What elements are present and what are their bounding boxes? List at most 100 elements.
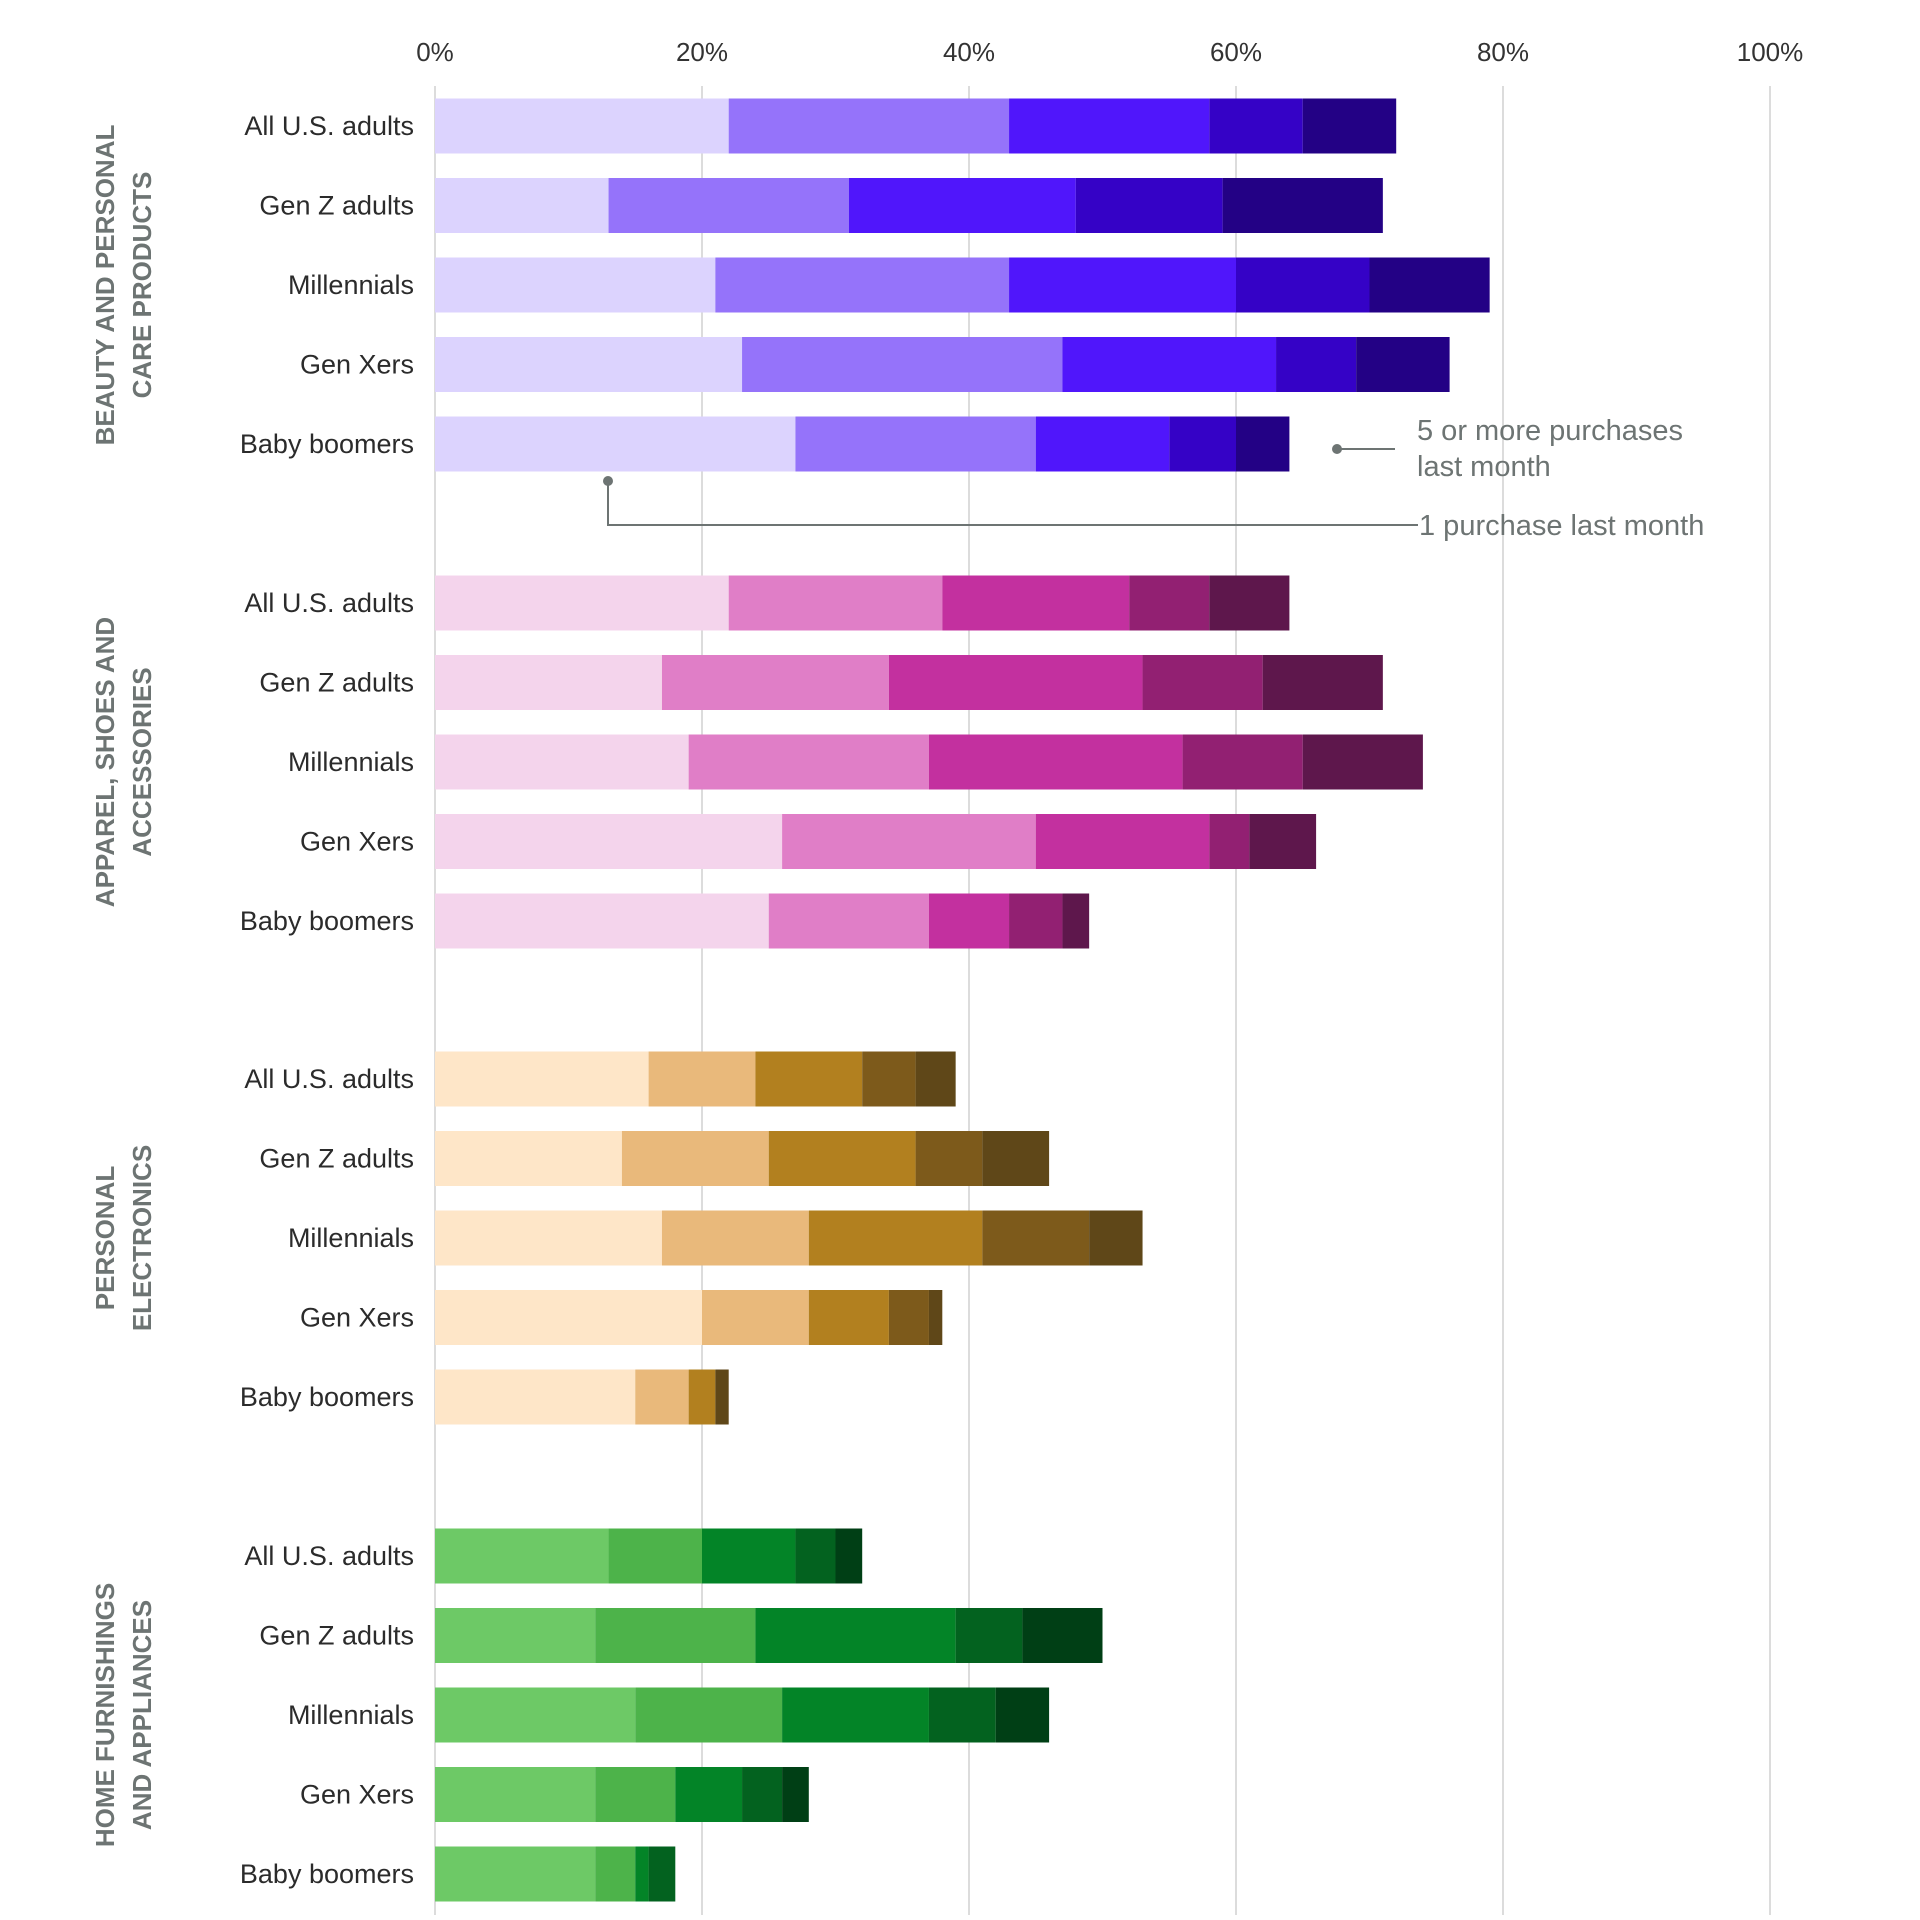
bar-row xyxy=(435,337,1450,392)
bar-segment xyxy=(661,1210,809,1266)
bar-segment xyxy=(435,178,609,233)
bar-segment xyxy=(782,814,1036,869)
bar-segment xyxy=(1209,814,1250,869)
bar-segment xyxy=(1222,178,1383,233)
group-label-line: BEAUTY AND PERSONAL xyxy=(90,125,120,446)
bar-segment xyxy=(435,1687,636,1743)
bar-segment xyxy=(1089,1210,1143,1266)
bar-segment xyxy=(835,1528,863,1584)
bar-segment xyxy=(702,1290,809,1345)
bar-row xyxy=(435,1767,809,1822)
group-label-line: PERSONAL xyxy=(90,1166,120,1311)
group-label-line: ACCESSORIES xyxy=(127,667,157,856)
bar-row xyxy=(435,1608,1103,1663)
bar-segment xyxy=(955,1608,1023,1663)
bar-row xyxy=(435,178,1383,233)
bar-row xyxy=(435,1290,943,1345)
x-tick-label: 20% xyxy=(676,37,728,67)
bar-segment xyxy=(435,1369,636,1425)
bar-segment xyxy=(435,1051,649,1107)
bar-segment xyxy=(1302,98,1397,154)
group-label: BEAUTY AND PERSONAL CARE PRODUCTS xyxy=(90,125,157,446)
bar-segment xyxy=(755,1608,956,1663)
row-labels: All U.S. adults Gen Z adults Millennials Ge… xyxy=(240,111,414,1889)
row-label: All U.S. adults xyxy=(244,111,414,141)
bar-segment xyxy=(595,1767,676,1822)
row-label: Gen Xers xyxy=(300,827,414,857)
bar-segment xyxy=(648,1846,676,1902)
row-label: Gen Z adults xyxy=(259,191,414,221)
bar-segment xyxy=(782,1767,809,1822)
bar-row xyxy=(435,1369,729,1425)
bar-segment xyxy=(995,1687,1050,1743)
bar-segment xyxy=(862,1051,916,1107)
bar-segment xyxy=(635,1369,689,1425)
x-tick-label: 80% xyxy=(1477,37,1529,67)
bar-segment xyxy=(848,178,1076,233)
bar-segment xyxy=(768,893,929,949)
bar-segment xyxy=(728,575,943,631)
group-labels: BEAUTY AND PERSONAL CARE PRODUCTS APPAREL,… xyxy=(90,125,157,1848)
bar-segment xyxy=(742,337,1063,392)
row-label: Gen Z adults xyxy=(259,1621,414,1651)
row-label: Millennials xyxy=(288,747,414,777)
bar-segment xyxy=(435,1608,596,1663)
bar-segment xyxy=(1022,1608,1103,1663)
bar-row xyxy=(435,98,1397,154)
bar-segment xyxy=(435,1528,609,1584)
row-label: Millennials xyxy=(288,270,414,300)
row-label: Baby boomers xyxy=(240,1859,414,1889)
group-label-line: ELECTRONICS xyxy=(127,1145,157,1331)
bar-segment xyxy=(435,1290,702,1345)
x-axis-ticks: 0% 20% 40% 60% 80% 100% xyxy=(416,37,1803,67)
bar-row xyxy=(435,1528,863,1584)
row-label: Millennials xyxy=(288,1700,414,1730)
bar-segment xyxy=(688,734,929,790)
bar-segment xyxy=(1009,98,1210,154)
bar-segment xyxy=(435,1846,596,1902)
bar-segment xyxy=(928,1290,943,1345)
bar-segment xyxy=(715,1369,729,1425)
bar-segment xyxy=(1035,416,1170,472)
bar-segment xyxy=(1276,337,1357,392)
bar-row xyxy=(435,1131,1050,1186)
bar-segment xyxy=(635,1846,649,1902)
bar-row xyxy=(435,1846,676,1902)
annotation-5plus-line1: 5 or more purchases xyxy=(1417,415,1683,447)
bar-segment xyxy=(435,655,662,710)
bar-segment xyxy=(435,734,689,790)
bar-segment xyxy=(435,98,729,154)
bar-segment xyxy=(888,1290,929,1345)
group-label-line: AND APPLIANCES xyxy=(127,1600,157,1830)
group-label: HOME FURNISHINGS AND APPLIANCES xyxy=(90,1583,157,1847)
bar-segment xyxy=(795,1528,836,1584)
bar-segment xyxy=(728,98,1010,154)
row-label: All U.S. adults xyxy=(244,588,414,618)
bar-segment xyxy=(1209,575,1290,631)
group-label: APPAREL, SHOES AND ACCESSORIES xyxy=(90,617,157,907)
row-label: Baby boomers xyxy=(240,1382,414,1412)
bar-segment xyxy=(435,257,716,313)
bar-row xyxy=(435,893,1090,949)
group-label: PERSONAL ELECTRONICS xyxy=(90,1145,157,1331)
bar-segment xyxy=(435,1131,622,1186)
bar-segment xyxy=(1169,416,1236,472)
bar-segment xyxy=(435,575,729,631)
bar-segment xyxy=(435,416,796,472)
bar-segment xyxy=(1142,655,1263,710)
bar-segment xyxy=(595,1608,756,1663)
bar-segment xyxy=(1236,257,1370,313)
bar-row xyxy=(435,257,1490,313)
annotation-1-leader xyxy=(607,481,1418,526)
bar-segment xyxy=(688,1369,716,1425)
bar-segment xyxy=(782,1687,929,1743)
bar-segment xyxy=(1182,734,1303,790)
bar-row xyxy=(435,1051,956,1107)
x-tick-label: 60% xyxy=(1210,37,1262,67)
x-tick-label: 40% xyxy=(943,37,995,67)
bar-row xyxy=(435,1687,1050,1743)
bar-segment xyxy=(1369,257,1490,313)
annotation-5plus-line2: last month xyxy=(1417,451,1551,483)
bar-segment xyxy=(1062,893,1090,949)
